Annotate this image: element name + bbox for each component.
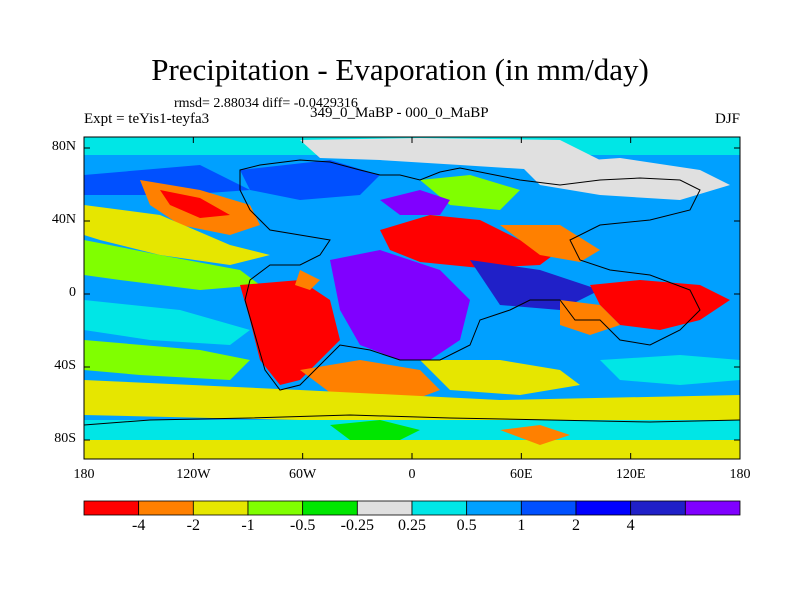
colorbar-label: 2 bbox=[572, 517, 580, 534]
field-subtropic-north bbox=[84, 205, 270, 265]
colorbar-swatch bbox=[192, 500, 249, 516]
colorbar-label: 4 bbox=[626, 517, 635, 534]
field-tethys-dry bbox=[380, 215, 560, 268]
colorbar-swatch bbox=[411, 500, 468, 516]
field-tropics-wet-east bbox=[470, 260, 600, 310]
field-south-subtropic-light bbox=[84, 340, 250, 380]
colorbar-swatch bbox=[247, 500, 304, 516]
x-tick-marks bbox=[83, 137, 741, 459]
colorbar-swatch bbox=[466, 500, 522, 516]
precip-evap-field bbox=[84, 137, 740, 459]
x-tick-label: 120E bbox=[615, 467, 646, 482]
field-antarctic-orange bbox=[500, 425, 570, 445]
field-north-pacific-wet bbox=[84, 165, 250, 195]
x-tick-label: 120W bbox=[176, 467, 211, 482]
field-east-dry bbox=[590, 280, 730, 330]
continent-outline bbox=[239, 159, 701, 391]
field-tethys-dry-east bbox=[500, 225, 600, 262]
experiment-label: Expt = teYis1-teyfa3 bbox=[84, 111, 210, 127]
field-south-pacific-light bbox=[84, 300, 250, 345]
y-tick-label: 40S bbox=[54, 358, 76, 373]
x-tick-label: 180 bbox=[729, 467, 751, 482]
field-tropics-very-wet bbox=[330, 250, 470, 360]
field-north-pacific-drier bbox=[160, 190, 230, 218]
colorbar-swatch bbox=[630, 500, 686, 516]
y-tick-label: 80S bbox=[54, 431, 76, 446]
x-tick-label: 60E bbox=[510, 467, 533, 482]
field-south-america-dry-edge bbox=[295, 270, 320, 290]
x-tick-label: 180 bbox=[73, 467, 95, 482]
field-arctic-neutral bbox=[300, 138, 600, 170]
colorbar-swatch bbox=[356, 500, 413, 516]
colorbar-swatch bbox=[575, 500, 632, 516]
field-south-east-light bbox=[600, 355, 740, 385]
colorbar-swatch bbox=[302, 500, 358, 516]
field-subtropic-north-light bbox=[84, 240, 260, 290]
field-antarctic-band bbox=[84, 440, 740, 459]
y-tick-label: 80N bbox=[51, 139, 76, 154]
colorbar-label: 0.5 bbox=[456, 517, 477, 534]
field-southern-yellow-band bbox=[84, 380, 740, 425]
y-tick-label: 40N bbox=[51, 212, 76, 227]
colorbar-label: -2 bbox=[186, 517, 200, 534]
field-south-indian-yellow bbox=[420, 360, 580, 395]
y-tick-marks bbox=[84, 147, 740, 441]
colorbar-label: -0.5 bbox=[289, 517, 316, 534]
colorbar-swatch bbox=[520, 500, 577, 516]
colorbar-swatch bbox=[83, 500, 140, 516]
colorbar-label: 0.25 bbox=[398, 517, 426, 534]
colorbar-label: -0.25 bbox=[340, 517, 374, 534]
field-south-america-dry bbox=[240, 280, 340, 385]
colorbar-label: -1 bbox=[241, 517, 255, 534]
rmsd-diff-stats: rmsd= 2.88034 diff= -0.0429316 bbox=[174, 96, 358, 111]
colorbar-swatch bbox=[684, 500, 741, 516]
field-antarctic-green bbox=[330, 420, 420, 440]
time-difference-subtitle: 349_0_MaBP - 000_0_MaBP bbox=[310, 105, 489, 121]
field-north-america-wet bbox=[240, 160, 380, 200]
field-europe-light bbox=[420, 175, 520, 210]
map-title: Precipitation - Evaporation (in mm/day) bbox=[151, 52, 649, 87]
x-tick-label: 60W bbox=[289, 467, 317, 482]
season-label: DJF bbox=[714, 111, 740, 127]
colorbar bbox=[83, 500, 741, 516]
y-tick-label: 0 bbox=[69, 285, 76, 300]
x-tick-label: 0 bbox=[408, 467, 416, 482]
antarctic-outline bbox=[83, 414, 741, 426]
colorbar-swatch bbox=[138, 500, 194, 516]
colorbar-label: -4 bbox=[131, 517, 146, 534]
field-east-dry-edge bbox=[560, 300, 620, 335]
field-north-wet bbox=[380, 190, 450, 215]
colorbar-label: 1 bbox=[517, 517, 526, 534]
